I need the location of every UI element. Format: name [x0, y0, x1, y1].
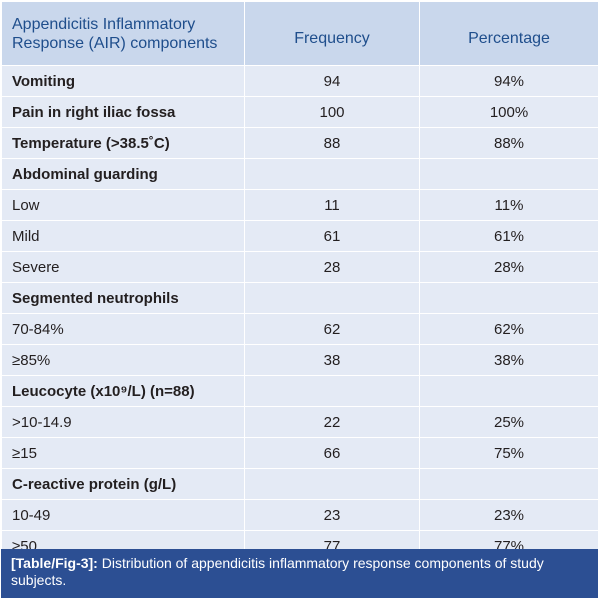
row-frequency: 38 [244, 344, 420, 376]
row-label: ≥15 [1, 437, 245, 469]
section-row: Segmented neutrophils [1, 282, 599, 314]
row-frequency: 22 [244, 406, 420, 438]
row-percentage: 61% [419, 220, 599, 252]
section-label: Abdominal guarding [1, 158, 245, 190]
header-percentage: Percentage [419, 1, 599, 66]
section-row: Leucocyte (x10⁹/L) (n=88) [1, 375, 599, 407]
table-row: ≥85% 38 38% [1, 344, 599, 376]
row-frequency [244, 468, 420, 500]
header-frequency: Frequency [244, 1, 420, 66]
row-percentage: 23% [419, 499, 599, 531]
table-row: 10-49 23 23% [1, 499, 599, 531]
section-label: Leucocyte (x10⁹/L) (n=88) [1, 375, 245, 407]
header-components: Appendicitis Inflammatory Response (AIR)… [1, 1, 245, 66]
row-label: Severe [1, 251, 245, 283]
section-label: Segmented neutrophils [1, 282, 245, 314]
row-label: Mild [1, 220, 245, 252]
table-row: >10-14.9 22 25% [1, 406, 599, 438]
row-percentage: 28% [419, 251, 599, 283]
row-frequency [244, 158, 420, 190]
table-row: Pain in right iliac fossa 100 100% [1, 96, 599, 128]
row-frequency: 66 [244, 437, 420, 469]
row-frequency: 61 [244, 220, 420, 252]
row-label: >10-14.9 [1, 406, 245, 438]
row-frequency: 94 [244, 65, 420, 97]
table-row: Mild 61 61% [1, 220, 599, 252]
row-label: ≥85% [1, 344, 245, 376]
table-row: Severe 28 28% [1, 251, 599, 283]
row-label: Pain in right iliac fossa [1, 96, 245, 128]
row-frequency: 88 [244, 127, 420, 159]
row-percentage [419, 158, 599, 190]
section-row: Abdominal guarding [1, 158, 599, 190]
row-frequency [244, 282, 420, 314]
table-row: Vomiting 94 94% [1, 65, 599, 97]
row-percentage: 38% [419, 344, 599, 376]
table-row: ≥15 66 75% [1, 437, 599, 469]
row-percentage: 25% [419, 406, 599, 438]
row-percentage [419, 468, 599, 500]
row-label: Low [1, 189, 245, 221]
caption-tag: [Table/Fig-3]: [11, 555, 98, 571]
table-row: Low 11 11% [1, 189, 599, 221]
row-frequency [244, 375, 420, 407]
table-caption: [Table/Fig-3]: Distribution of appendici… [1, 549, 598, 598]
table-header-row: Appendicitis Inflammatory Response (AIR)… [1, 1, 599, 66]
row-label: Vomiting [1, 65, 245, 97]
row-percentage: 88% [419, 127, 599, 159]
row-percentage: 11% [419, 189, 599, 221]
row-percentage [419, 282, 599, 314]
row-label: 70-84% [1, 313, 245, 345]
row-percentage: 100% [419, 96, 599, 128]
row-percentage: 94% [419, 65, 599, 97]
row-label: Temperature (>38.5˚C) [1, 127, 245, 159]
row-frequency: 11 [244, 189, 420, 221]
table-row: Temperature (>38.5˚C) 88 88% [1, 127, 599, 159]
row-percentage: 75% [419, 437, 599, 469]
row-label: 10-49 [1, 499, 245, 531]
caption-text: Distribution of appendicitis inflammator… [11, 555, 544, 588]
row-frequency: 23 [244, 499, 420, 531]
row-frequency: 62 [244, 313, 420, 345]
section-row: C-reactive protein (g/L) [1, 468, 599, 500]
row-percentage: 62% [419, 313, 599, 345]
air-components-table: Appendicitis Inflammatory Response (AIR)… [1, 1, 599, 562]
row-frequency: 100 [244, 96, 420, 128]
table-row: 70-84% 62 62% [1, 313, 599, 345]
section-label: C-reactive protein (g/L) [1, 468, 245, 500]
row-frequency: 28 [244, 251, 420, 283]
row-percentage [419, 375, 599, 407]
